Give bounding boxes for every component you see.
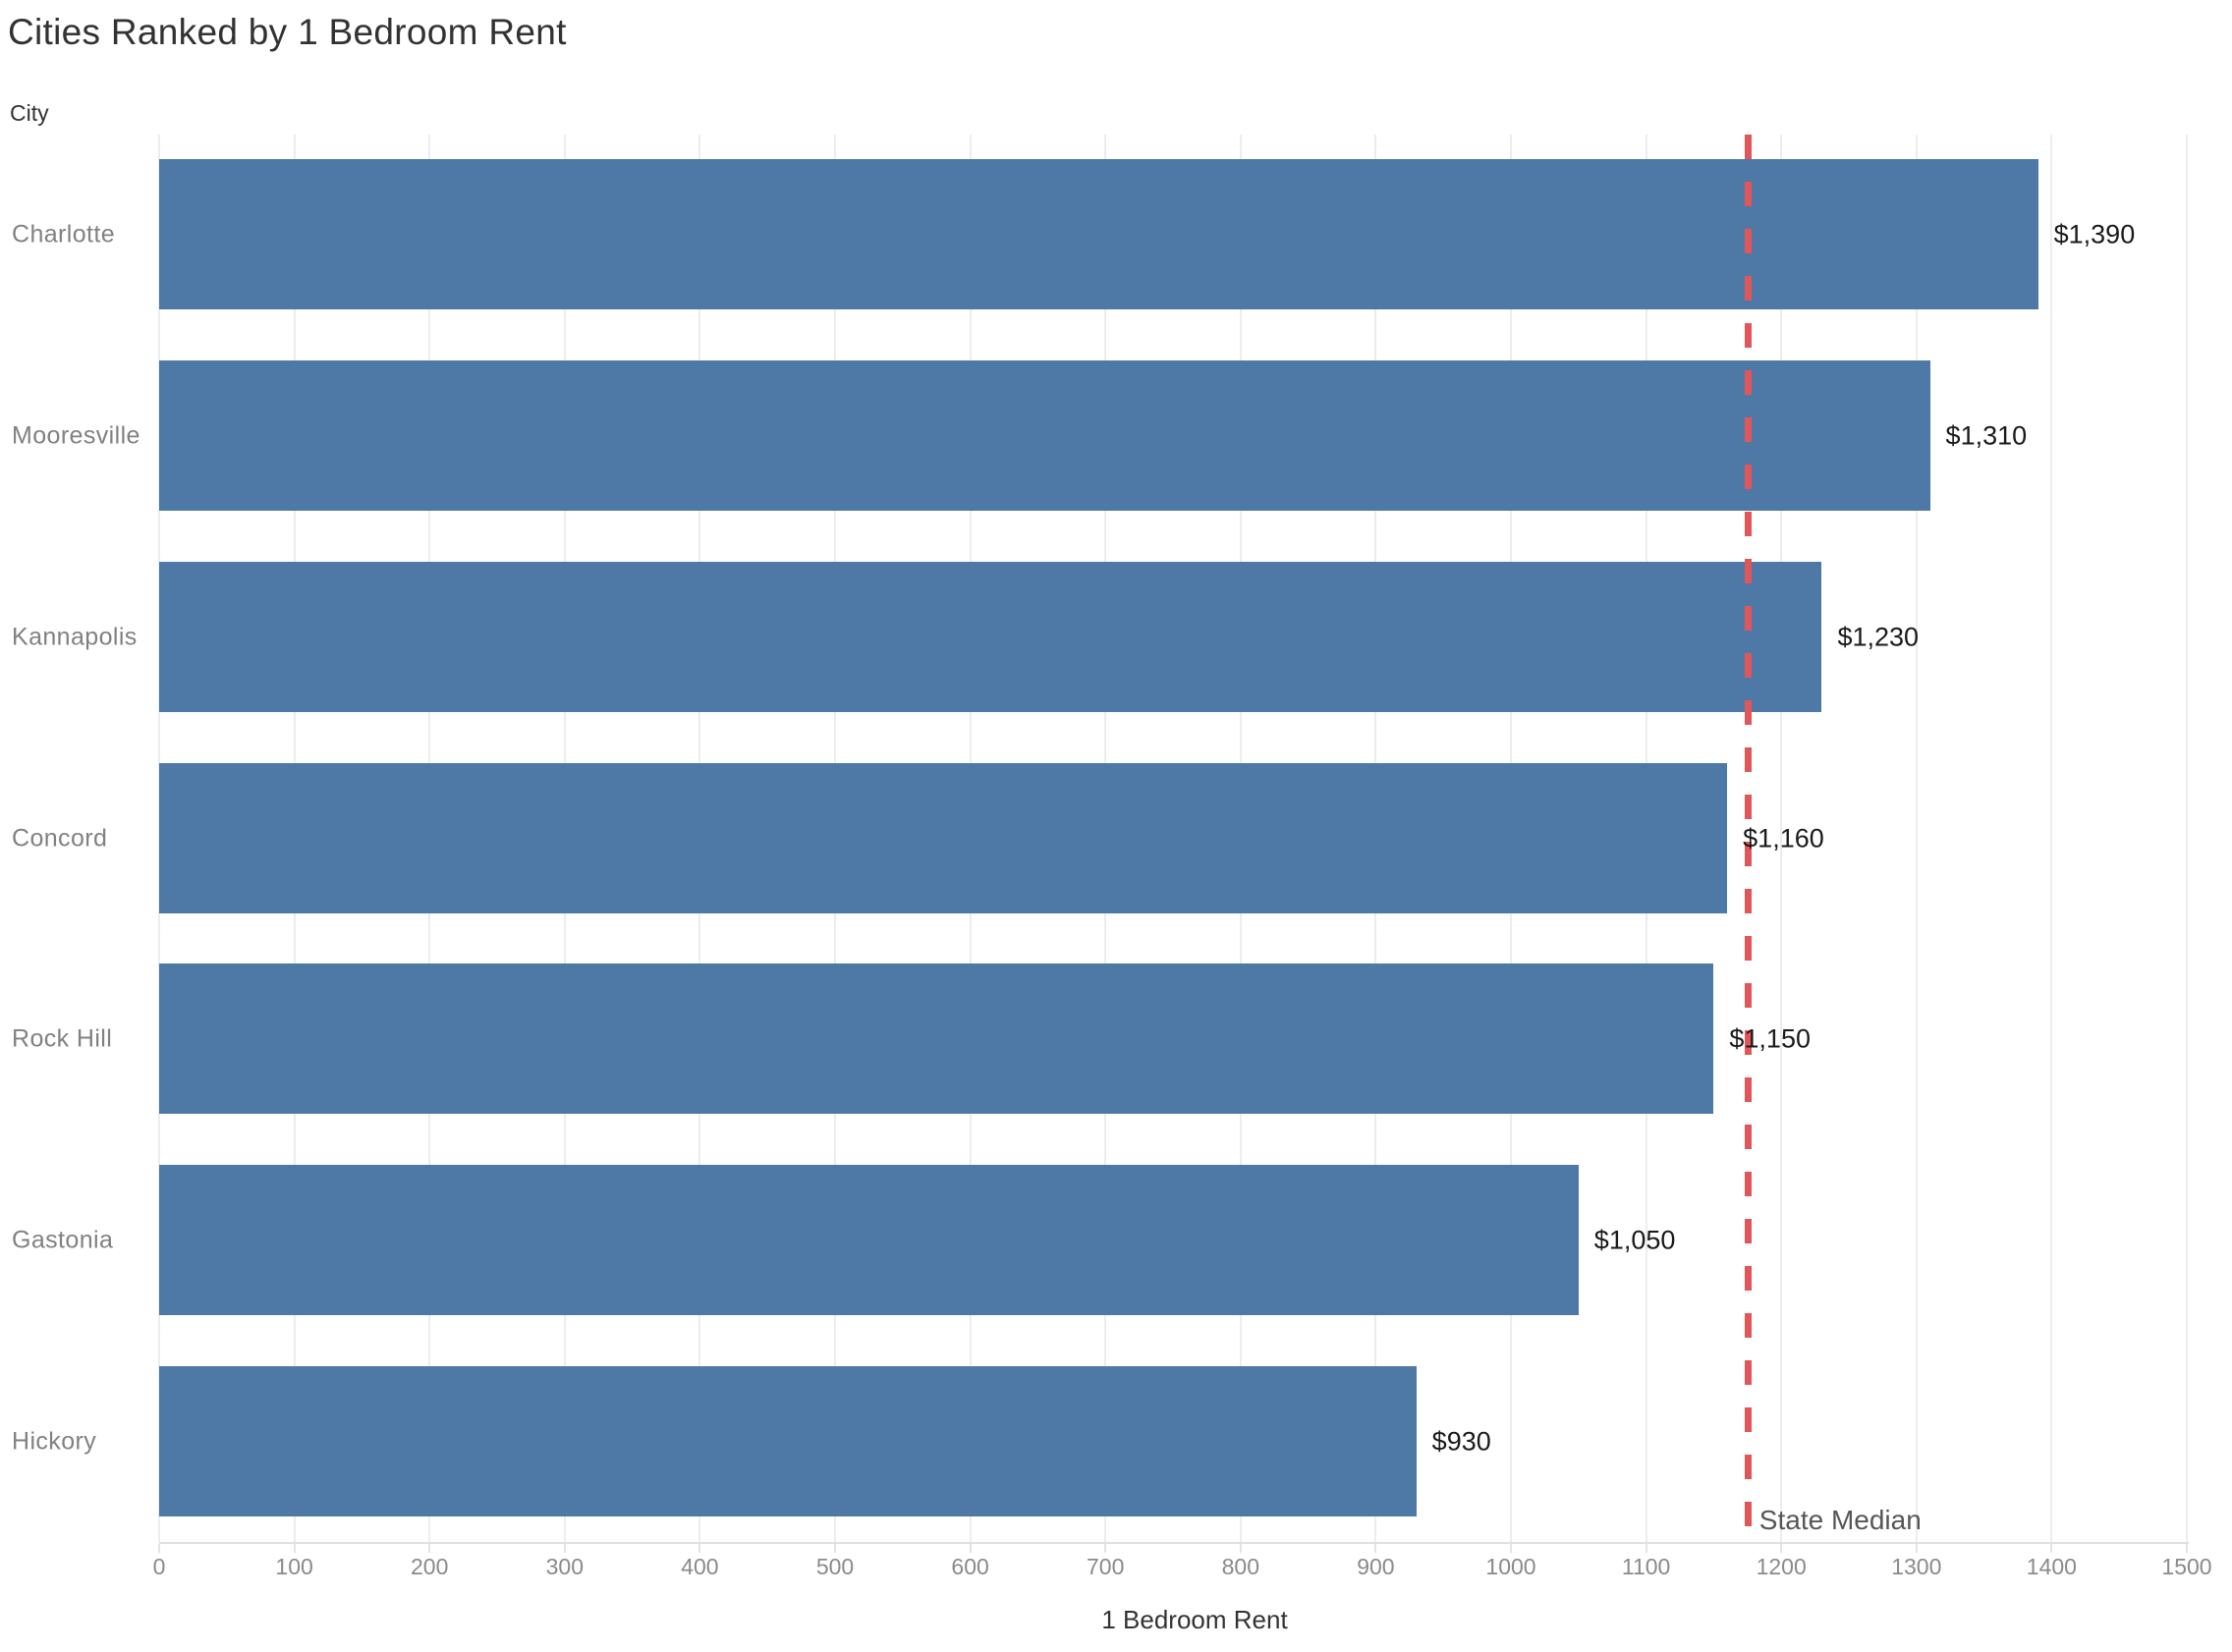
category-label-gastonia: Gastonia	[12, 1226, 114, 1254]
bar-value-label-concord: $1,160	[1743, 823, 1824, 853]
plot-area: $1,390 $1,310 $1,230 $1,160 $1,150 $1,050 $930	[158, 135, 2188, 1542]
category-label-concord: Concord	[12, 824, 108, 852]
bar-value-label-rock-hill: $1,150	[1729, 1023, 1811, 1054]
x-tick-label-300: 300	[545, 1554, 584, 1579]
bar-rock-hill[interactable]	[159, 964, 1714, 1115]
bar-kannapolis[interactable]	[159, 561, 1822, 712]
x-axis-line	[159, 1542, 2189, 1544]
x-tick-mark-1300	[1915, 1544, 1918, 1553]
x-tick-mark-1100	[1645, 1544, 1647, 1553]
x-tick-label-1300: 1300	[1891, 1554, 1942, 1579]
x-tick-label-500: 500	[815, 1554, 855, 1579]
x-tick-mark-300	[563, 1544, 566, 1553]
x-tick-mark-1500	[2186, 1544, 2188, 1553]
bar-value-label-gastonia: $1,050	[1593, 1225, 1676, 1255]
bar-value-label-hickory: $930	[1431, 1426, 1491, 1457]
state-median-reference-line[interactable]	[1744, 135, 1752, 1542]
bar-value-label-kannapolis: $1,230	[1837, 622, 1920, 652]
x-tick-mark-600	[969, 1544, 972, 1553]
gridline-1400	[2050, 135, 2053, 1542]
x-tick-label-1400: 1400	[2026, 1554, 2077, 1579]
x-tick-mark-900	[1374, 1544, 1377, 1553]
bar-concord[interactable]	[159, 762, 1728, 913]
x-tick-label-600: 600	[951, 1554, 989, 1579]
chart-title: Cities Ranked by 1 Bedroom Rent	[8, 12, 567, 52]
category-label-charlotte: Charlotte	[12, 220, 116, 248]
x-tick-mark-700	[1104, 1544, 1107, 1553]
x-tick-label-1100: 1100	[1621, 1554, 1671, 1579]
bar-gastonia[interactable]	[159, 1164, 1579, 1315]
x-tick-label-900: 900	[1357, 1554, 1395, 1579]
x-tick-label-200: 200	[411, 1554, 449, 1579]
x-tick-mark-800	[1239, 1544, 1242, 1553]
x-tick-label-800: 800	[1221, 1554, 1259, 1579]
gridline-1200	[1780, 135, 1783, 1542]
x-tick-mark-200	[428, 1544, 431, 1553]
x-tick-mark-1400	[2050, 1544, 2053, 1553]
x-tick-mark-400	[698, 1544, 701, 1553]
x-tick-mark-0	[158, 1544, 160, 1553]
bar-charlotte[interactable]	[159, 159, 2038, 310]
bar-hickory[interactable]	[159, 1365, 1417, 1516]
x-tick-label-0: 0	[152, 1554, 166, 1579]
category-axis-header: City	[10, 100, 49, 126]
x-tick-mark-100	[293, 1544, 296, 1553]
x-tick-mark-500	[834, 1544, 836, 1553]
gridline-1500	[2186, 135, 2188, 1542]
category-label-rock-hill: Rock Hill	[12, 1024, 113, 1053]
category-label-hickory: Hickory	[12, 1427, 97, 1456]
bar-value-label-charlotte: $1,390	[2053, 219, 2136, 249]
bar-mooresville[interactable]	[159, 360, 1930, 512]
x-tick-label-1200: 1200	[1756, 1554, 1807, 1579]
gridline-1300	[1915, 135, 1918, 1542]
x-tick-label-1500: 1500	[2161, 1554, 2212, 1579]
x-tick-label-1000: 1000	[1485, 1554, 1536, 1579]
x-tick-label-400: 400	[681, 1554, 719, 1579]
category-label-kannapolis: Kannapolis	[12, 623, 138, 651]
reference-line-label: State Median	[1758, 1505, 1922, 1535]
x-tick-mark-1200	[1780, 1544, 1783, 1553]
x-tick-mark-1000	[1510, 1544, 1512, 1553]
bar-value-label-mooresville: $1,310	[1945, 420, 2028, 451]
x-tick-label-700: 700	[1087, 1554, 1125, 1579]
x-tick-label-100: 100	[275, 1554, 313, 1579]
x-axis-title: 1 Bedroom Rent	[1101, 1605, 1288, 1634]
category-label-mooresville: Mooresville	[12, 421, 140, 450]
